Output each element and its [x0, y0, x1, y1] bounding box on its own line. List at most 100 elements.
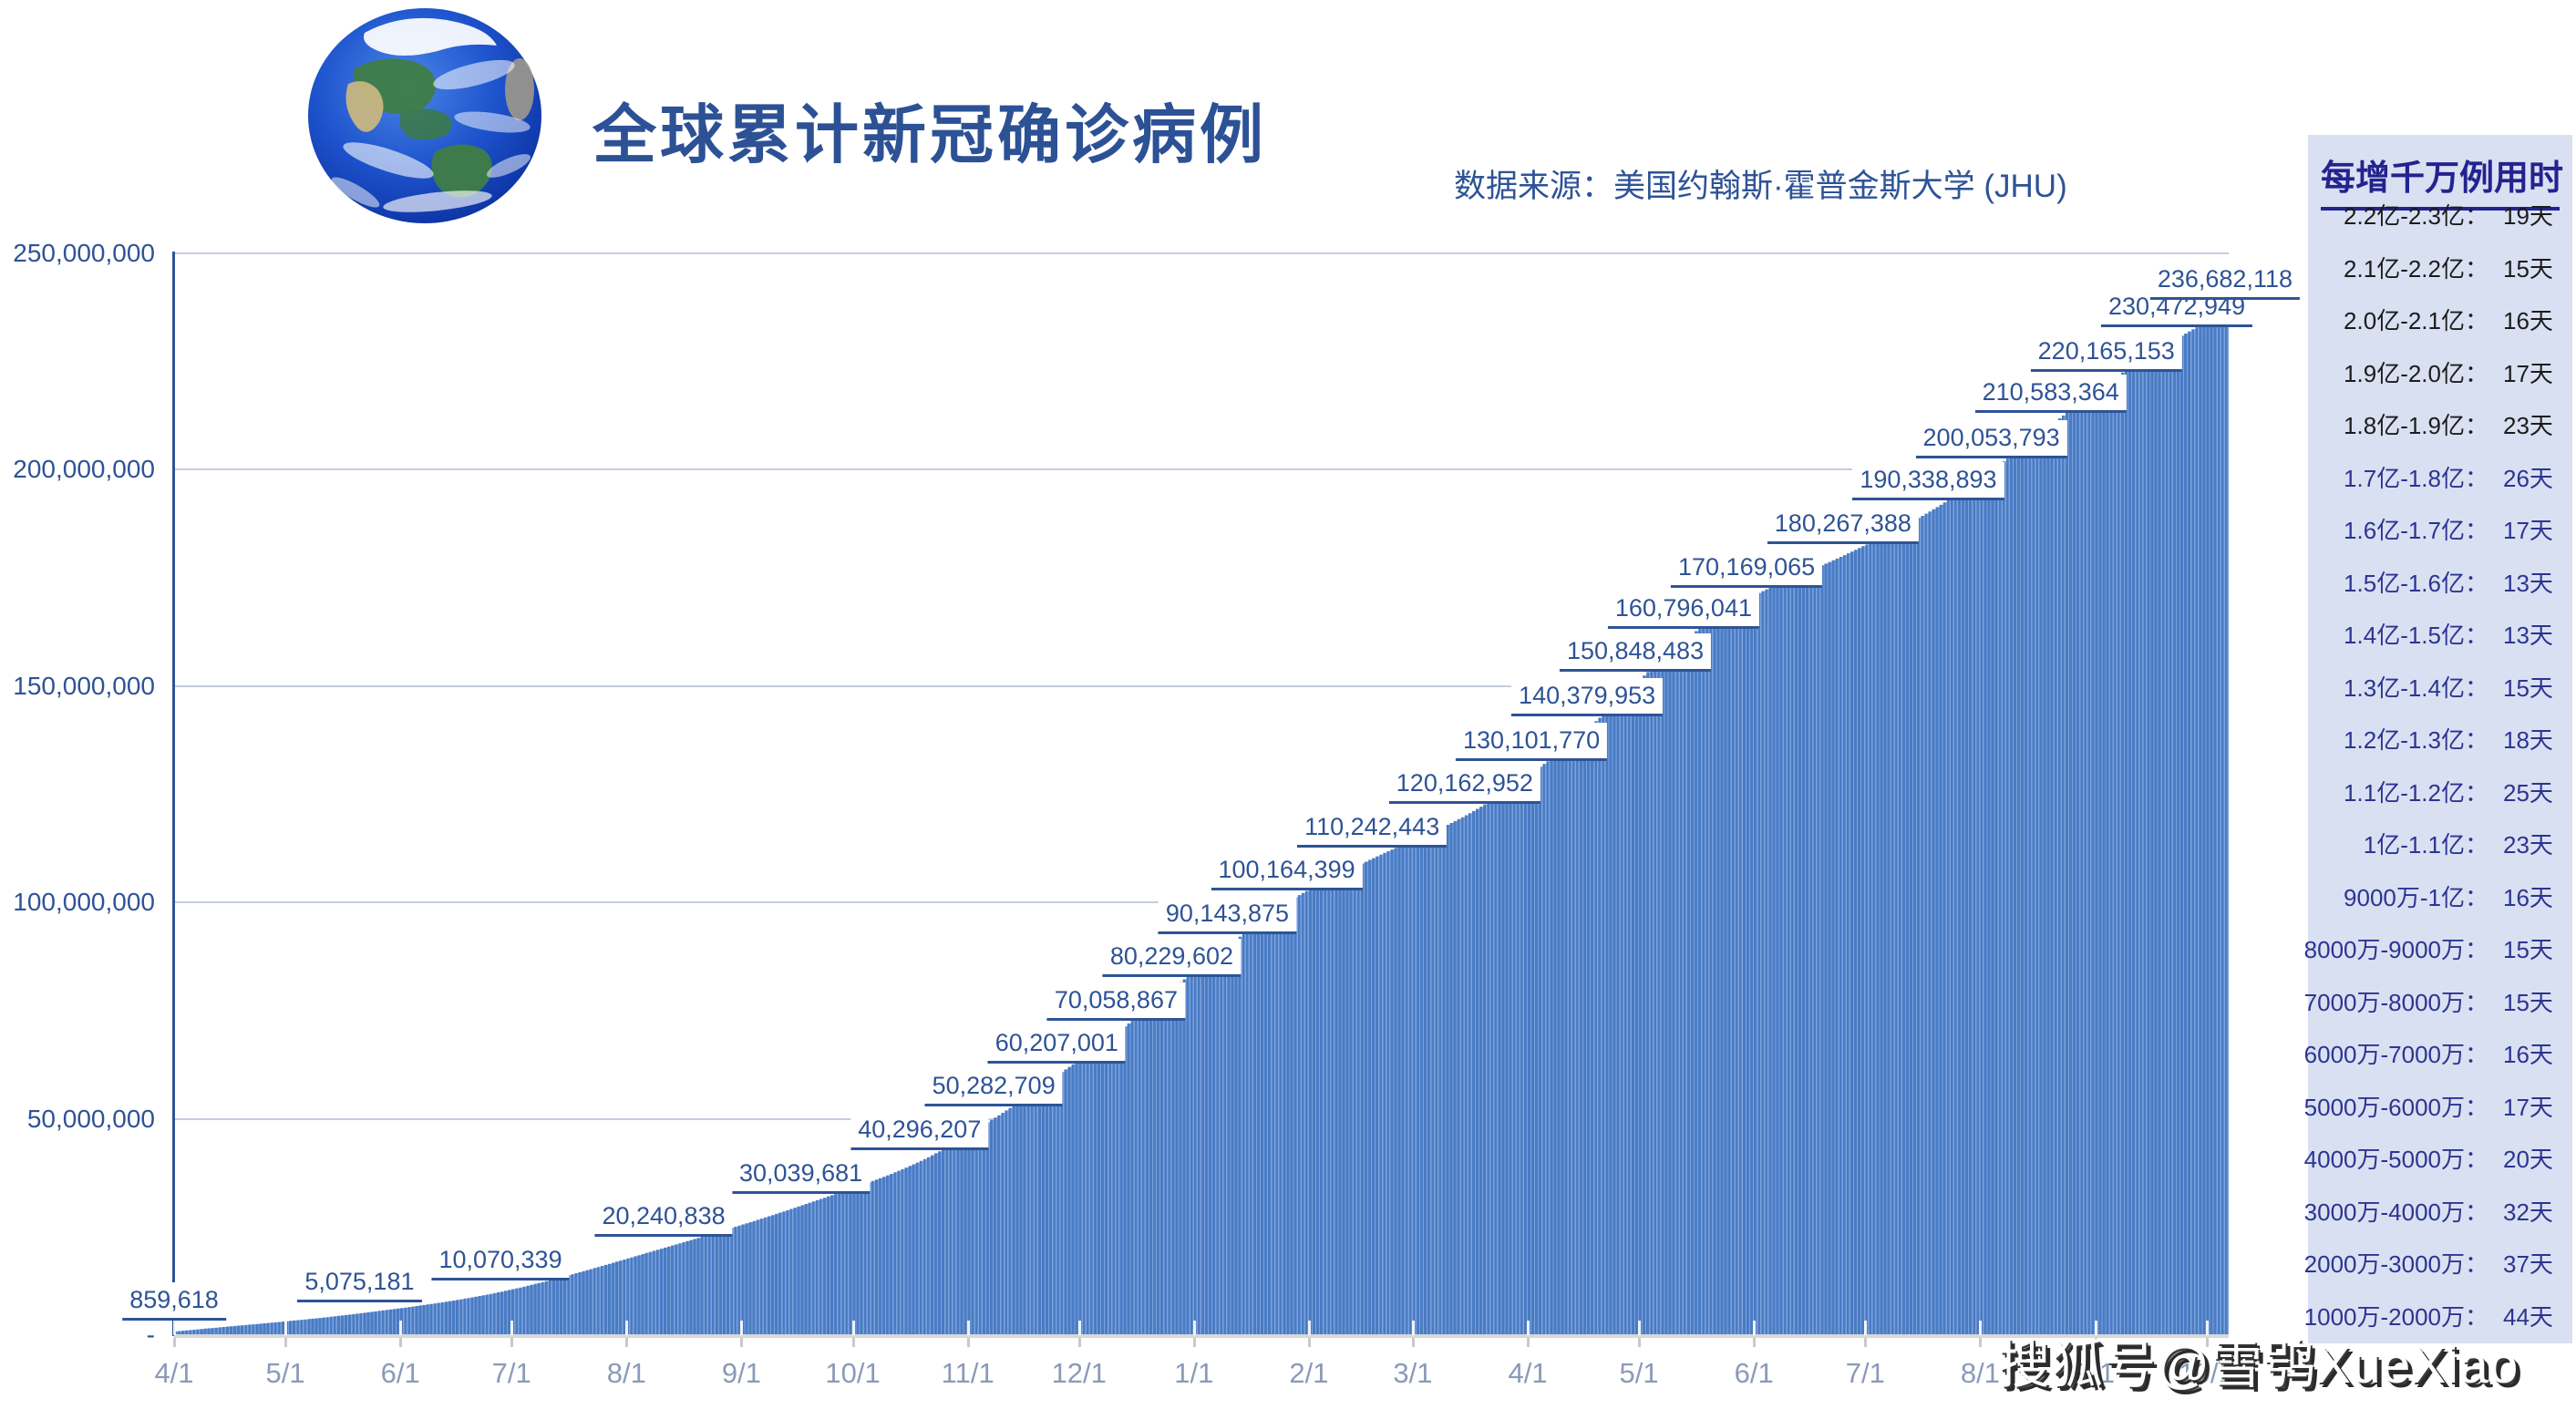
x-tick-label: 3/1: [1393, 1357, 1433, 1389]
panel-row-days: 23天: [2503, 412, 2553, 440]
x-tick: [1638, 1338, 1642, 1347]
milestone-label: 859,618: [122, 1281, 226, 1321]
milestone-label: 200,053,793: [1915, 420, 2067, 459]
panel-row-range: 1.7亿-1.8亿：: [2344, 464, 2488, 492]
panel-row-range: 1.1亿-1.2亿：: [2344, 778, 2488, 807]
panel-row-range: 5000万-6000万：: [2303, 1093, 2488, 1121]
bar-series: [174, 311, 2229, 1335]
x-tick: [1638, 1321, 1642, 1335]
milestone-label: 100,164,399: [1211, 852, 1363, 891]
milestone-label: 170,169,065: [1671, 550, 1823, 589]
x-tick: [1753, 1321, 1757, 1335]
data-source-label: 数据来源：美国约翰斯·霍普金斯大学 (JHU): [1454, 169, 2067, 204]
x-tick: [851, 1321, 855, 1335]
x-tick-label: 12/1: [1051, 1357, 1107, 1389]
x-tick: [510, 1321, 514, 1335]
panel-row: 1.8亿-1.9亿： 23天: [2308, 398, 2572, 451]
panel-row: 1.1亿-1.2亿： 25天: [2308, 766, 2572, 818]
x-tick: [625, 1321, 629, 1335]
panel-row-range: 7000万-8000万：: [2303, 988, 2488, 1016]
milestone-label: 30,039,681: [732, 1156, 871, 1195]
x-tick-label: 6/1: [1734, 1357, 1774, 1389]
panel-row-range: 1000万-2000万：: [2303, 1302, 2488, 1331]
x-tick: [2094, 1338, 2097, 1347]
x-tick: [1753, 1338, 1757, 1347]
panel-row-days: 13天: [2503, 569, 2553, 597]
panel-row-days: 15天: [2503, 254, 2553, 283]
panel-row-days: 16天: [2503, 307, 2553, 335]
panel-row: 2.1亿-2.2亿： 15天: [2308, 242, 2572, 294]
x-tick: [1979, 1321, 1983, 1335]
panel-row-range: 1亿-1.1亿：: [2363, 831, 2488, 859]
panel-row: 1000万-2000万： 44天: [2304, 1290, 2572, 1342]
panel-row-range: 9000万-1亿：: [2344, 883, 2488, 911]
panel-row: 2000万-3000万： 37天: [2304, 1237, 2572, 1290]
x-tick-label: 11/1: [941, 1357, 994, 1389]
y-tick-label: 200,000,000: [13, 455, 155, 484]
panel-row: 4000万-5000万： 20天: [2304, 1132, 2572, 1185]
milestone-label: 180,267,388: [1767, 506, 1919, 545]
x-tick: [625, 1338, 629, 1347]
panel-row-days: 32天: [2503, 1198, 2553, 1226]
x-tick: [740, 1321, 744, 1335]
milestone-label: 10,070,339: [431, 1242, 570, 1281]
x-tick: [1864, 1321, 1868, 1335]
y-tick-label: 250,000,000: [13, 239, 155, 267]
watermark: 搜狐号@雪鸮XueXiao: [1998, 1336, 2519, 1394]
gridline: [174, 252, 2229, 254]
x-tick-label: 6/1: [380, 1357, 420, 1389]
x-tick: [1979, 1338, 1983, 1347]
panel-row: 1.9亿-2.0亿： 17天: [2308, 346, 2572, 399]
growth-rate-panel: 每增千万例用时 2.2亿-2.3亿： 19天 2.1亿-2.2亿： 15天 2.0亿-2…: [2304, 135, 2572, 1343]
x-tick: [399, 1321, 403, 1335]
panel-row-days: 44天: [2503, 1302, 2553, 1331]
milestone-label: 50,282,709: [924, 1068, 1063, 1107]
panel-row-range: 2.2亿-2.3亿：: [2344, 202, 2488, 231]
x-tick-label: 5/1: [1619, 1357, 1659, 1389]
y-axis-line: [172, 252, 175, 1336]
panel-title: 每增千万例用时: [2321, 149, 2563, 211]
x-tick: [2205, 1321, 2209, 1335]
x-tick-label: 10/1: [2179, 1357, 2234, 1389]
milestone-label: 160,796,041: [1607, 590, 1759, 629]
page-title: 全球累计新冠确诊病例: [592, 99, 1267, 170]
panel-row: 2.0亿-2.1亿： 16天: [2308, 293, 2572, 346]
x-tick: [1192, 1321, 1196, 1335]
panel-row: 1.5亿-1.6亿： 13天: [2308, 556, 2572, 609]
panel-row: 2.2亿-2.3亿： 19天: [2308, 189, 2572, 242]
x-tick: [399, 1338, 403, 1347]
earth-image: [308, 8, 541, 223]
x-tick-label: 9/1: [2075, 1357, 2116, 1389]
panel-row-days: 26天: [2503, 464, 2553, 492]
panel-row-range: 4000万-5000万：: [2303, 1146, 2488, 1174]
milestone-label: 90,143,875: [1158, 895, 1297, 934]
milestone-label: 220,165,153: [2030, 333, 2182, 372]
panel-row: 1.7亿-1.8亿： 26天: [2308, 451, 2572, 504]
panel-row-range: 1.3亿-1.4亿：: [2344, 674, 2488, 702]
x-tick: [851, 1338, 855, 1347]
panel-row-days: 13天: [2503, 622, 2553, 650]
gridline: [174, 468, 2229, 471]
panel-row: 8000万-9000万： 15天: [2304, 922, 2572, 975]
milestone-label: 80,229,602: [1102, 939, 1242, 978]
x-tick-label: 8/1: [1960, 1357, 2000, 1389]
panel-row-days: 23天: [2503, 831, 2553, 859]
panel-row-days: 19天: [2503, 202, 2553, 231]
x-tick: [966, 1338, 970, 1347]
x-tick-label: 10/1: [825, 1357, 881, 1389]
x-tick: [2094, 1321, 2097, 1335]
milestone-label: 120,162,952: [1388, 766, 1540, 805]
x-tick: [966, 1321, 970, 1335]
panel-row-range: 1.4亿-1.5亿：: [2344, 622, 2488, 650]
x-tick-label: 7/1: [491, 1357, 531, 1389]
panel-row-range: 1.8亿-1.9亿：: [2344, 412, 2488, 440]
y-tick-label: 100,000,000: [13, 888, 155, 917]
panel-row: 9000万-1亿： 16天: [2308, 870, 2572, 923]
panel-row-range: 2000万-3000万：: [2303, 1250, 2488, 1279]
panel-row: 1.3亿-1.4亿： 15天: [2308, 661, 2572, 714]
milestone-label: 20,240,838: [594, 1198, 733, 1237]
milestone-label: 236,682,118: [2149, 262, 2300, 301]
panel-row-days: 18天: [2503, 726, 2553, 755]
